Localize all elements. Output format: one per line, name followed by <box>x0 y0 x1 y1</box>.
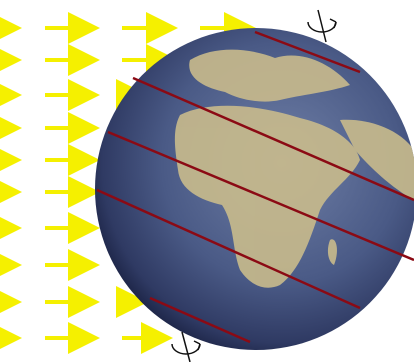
sun-rays <box>0 12 256 354</box>
globe <box>95 28 414 350</box>
latitude-line <box>254 30 361 74</box>
latitude-line <box>96 188 361 310</box>
latitude-line <box>132 76 414 202</box>
latitude-line <box>107 130 414 262</box>
rotation-icon <box>171 331 201 362</box>
madagascar <box>327 239 337 265</box>
latitude-lines <box>96 30 414 344</box>
arabia <box>340 119 414 200</box>
latitude-line <box>149 296 251 344</box>
europe <box>189 49 350 102</box>
rotation-icon <box>307 9 337 43</box>
africa <box>174 105 360 288</box>
